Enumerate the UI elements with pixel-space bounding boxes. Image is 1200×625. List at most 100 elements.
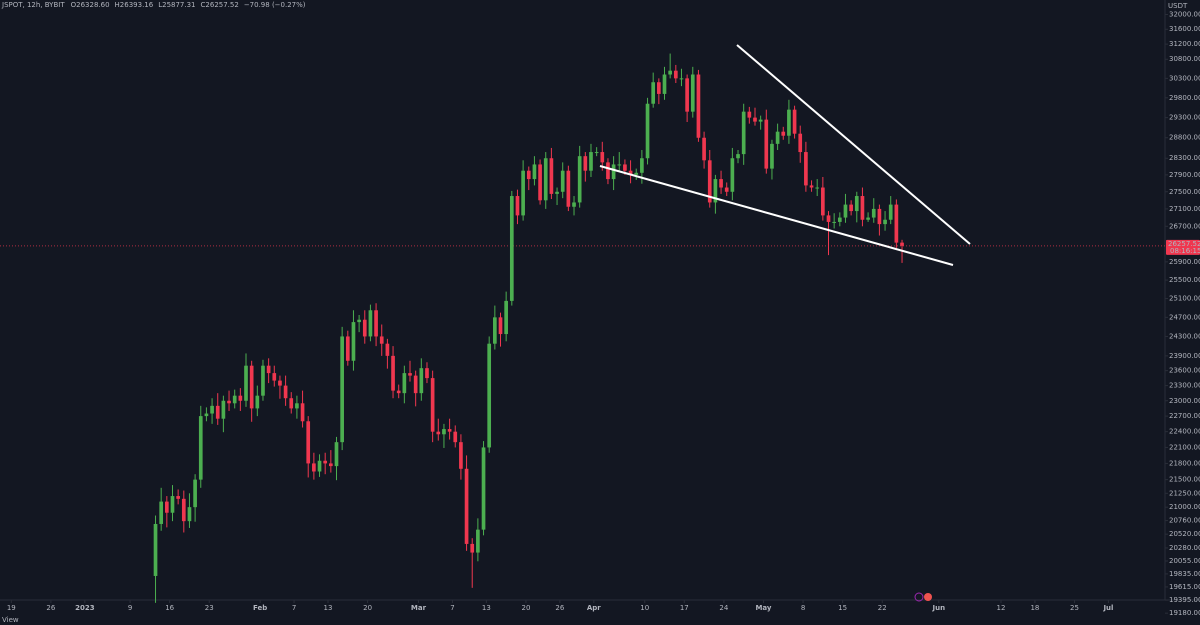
candle-body: [583, 156, 588, 171]
candle-body: [764, 119, 769, 169]
candle-body: [470, 543, 475, 553]
y-tick-label: 20760.00: [1169, 517, 1200, 525]
y-tick-label: 20280.00: [1169, 544, 1200, 552]
x-tick-label: 26: [46, 604, 55, 612]
x-tick-label: Feb: [253, 604, 267, 612]
candle-body: [792, 109, 797, 134]
x-tick-label: 20: [521, 604, 530, 612]
candle-body: [295, 403, 299, 409]
candle-body: [300, 403, 305, 422]
candle-body: [526, 170, 531, 180]
candle-body: [249, 365, 254, 409]
ohlc-key: L: [158, 1, 162, 9]
candle-body: [215, 405, 220, 419]
candle-body: [730, 158, 735, 192]
y-tick-label: 29300.00: [1169, 114, 1200, 122]
candle-body: [408, 373, 412, 376]
x-tick-label: Apr: [587, 604, 601, 612]
candle-body: [837, 217, 842, 222]
y-tick-label: 19395.00: [1169, 596, 1200, 604]
candle-body: [673, 70, 678, 79]
candle-body: [770, 143, 774, 169]
candle-body: [860, 196, 865, 220]
candle-body: [328, 463, 333, 467]
candle-body: [476, 529, 480, 553]
candle-body: [430, 378, 435, 432]
candle-body: [877, 208, 882, 225]
y-tick-label: 21000.00: [1169, 503, 1200, 511]
candle-body: [832, 221, 837, 223]
candle-body: [493, 317, 497, 344]
event-icon[interactable]: [914, 592, 924, 602]
candle-body: [866, 217, 870, 220]
x-tick-label: 25: [1070, 604, 1079, 612]
y-tick-label: 19615.00: [1169, 583, 1200, 591]
plot: 32000.00 31600.00 31200.00 30800.00 30300.00…: [0, 11, 1200, 617]
candle-body: [815, 187, 820, 189]
footer-text: View: [2, 616, 19, 624]
candle-body: [871, 208, 876, 218]
y-tick-label: 21800.00: [1169, 459, 1200, 467]
candle-body: [379, 336, 384, 344]
candle-body: [690, 74, 695, 112]
candle-body: [594, 152, 599, 154]
candle-body: [809, 185, 814, 188]
candle-body: [781, 131, 786, 136]
candle-body: [498, 317, 503, 335]
candle-body: [323, 460, 328, 464]
candle-body: [713, 179, 718, 203]
candle-body: [696, 74, 701, 138]
candle-body: [334, 442, 339, 467]
candle-body: [385, 343, 390, 356]
candle-body: [747, 111, 752, 118]
y-tick-label: 22100.00: [1169, 443, 1200, 451]
candle-body: [657, 82, 661, 94]
trend-line-lower[interactable]: [599, 165, 954, 266]
x-tick-label: 8: [801, 604, 805, 612]
x-tick-label: 7: [450, 604, 454, 612]
candle-body: [453, 431, 458, 443]
candle-body: [312, 463, 316, 472]
x-tick-label: 15: [838, 604, 847, 612]
candle-body: [640, 158, 644, 173]
x-tick-label: 13: [482, 604, 491, 612]
candle-body: [589, 152, 593, 171]
candle-body: [464, 468, 469, 544]
candle-body: [758, 119, 763, 122]
flag-icon[interactable]: [924, 593, 932, 601]
candle-body: [340, 336, 344, 443]
candle-body: [883, 219, 887, 225]
candle-body: [577, 156, 582, 203]
candle-body: [532, 164, 537, 180]
candle-body: [362, 319, 367, 337]
y-tick-label: 25100.00: [1169, 295, 1200, 303]
candle-body: [628, 170, 633, 175]
candle-body: [606, 162, 610, 180]
y-tick-label: 30800.00: [1169, 55, 1200, 63]
candle-body: [317, 460, 322, 472]
candle-body: [826, 215, 831, 222]
x-tick-label: 17: [680, 604, 689, 612]
y-tick-label: 22400.00: [1169, 428, 1200, 436]
y-tick-label: 20520.00: [1169, 530, 1200, 538]
candle-body: [176, 496, 180, 499]
candle-body: [521, 170, 525, 216]
candle-body: [442, 429, 446, 435]
y-tick-label: 23300.00: [1169, 382, 1200, 390]
candle-body: [227, 400, 231, 404]
y-tick-label: 21500.00: [1169, 476, 1200, 484]
change-label: −70.98 (−0.27%): [244, 1, 306, 9]
candle-body: [198, 416, 203, 480]
trend-line-upper[interactable]: [736, 44, 971, 245]
y-tick-label: 29800.00: [1169, 94, 1200, 102]
candle-body: [261, 365, 265, 396]
x-tick-label: 2023: [75, 604, 95, 612]
candle-body: [221, 400, 226, 419]
candle-body: [351, 322, 356, 361]
candle-body: [515, 196, 520, 216]
candle-body: [555, 191, 559, 194]
candle-body: [821, 187, 825, 216]
ohlc-value: 26257.52: [205, 1, 238, 9]
